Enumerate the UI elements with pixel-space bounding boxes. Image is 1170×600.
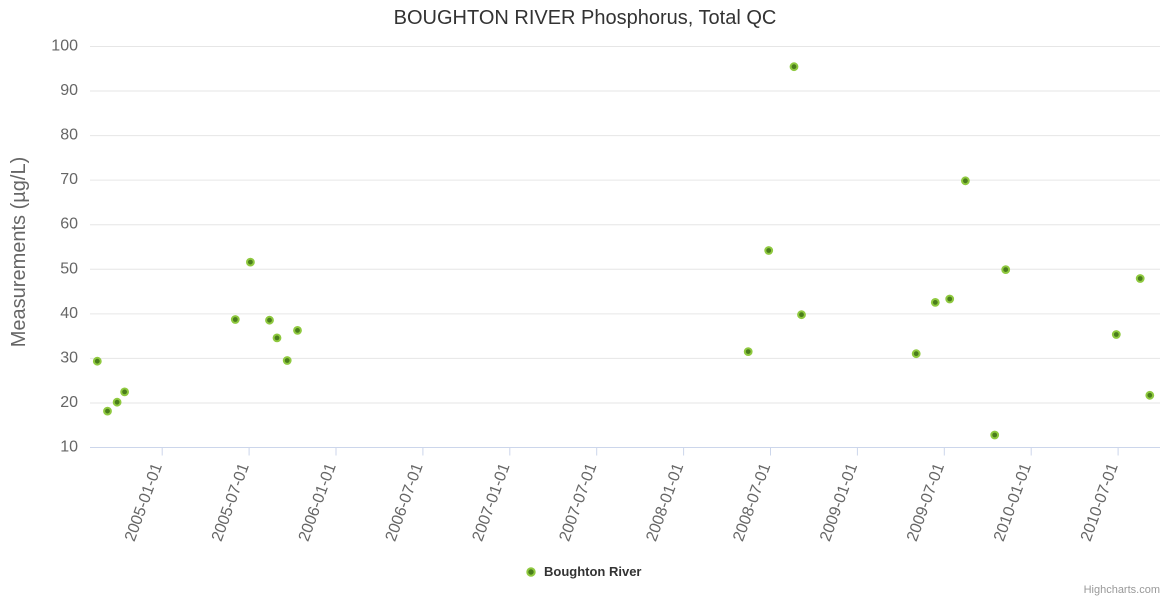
svg-text:Boughton River: Boughton River <box>544 564 642 579</box>
svg-text:100: 100 <box>51 38 78 55</box>
svg-text:60: 60 <box>60 216 78 233</box>
svg-text:30: 30 <box>60 349 78 366</box>
svg-text:40: 40 <box>60 305 78 322</box>
svg-text:2007-07-01: 2007-07-01 <box>556 461 600 544</box>
svg-text:50: 50 <box>60 260 78 277</box>
svg-text:2009-07-01: 2009-07-01 <box>904 461 948 544</box>
svg-text:2006-01-01: 2006-01-01 <box>296 461 340 544</box>
svg-text:2010-01-01: 2010-01-01 <box>991 461 1035 544</box>
svg-text:2007-01-01: 2007-01-01 <box>470 461 514 544</box>
svg-text:80: 80 <box>60 127 78 144</box>
svg-text:10: 10 <box>60 439 78 456</box>
svg-text:90: 90 <box>60 82 78 99</box>
svg-text:2010-07-01: 2010-07-01 <box>1078 461 1122 544</box>
svg-text:Measurements (µg/L): Measurements (µg/L) <box>8 157 30 347</box>
svg-text:2005-01-01: 2005-01-01 <box>122 461 166 544</box>
svg-text:20: 20 <box>60 394 78 411</box>
svg-text:Highcharts.com: Highcharts.com <box>1084 584 1160 596</box>
svg-text:2005-07-01: 2005-07-01 <box>209 461 253 544</box>
svg-text:2009-01-01: 2009-01-01 <box>817 461 861 544</box>
svg-text:2006-07-01: 2006-07-01 <box>383 461 427 544</box>
svg-text:2008-01-01: 2008-01-01 <box>643 461 687 544</box>
svg-text:70: 70 <box>60 171 78 188</box>
svg-text:2008-07-01: 2008-07-01 <box>730 461 774 544</box>
